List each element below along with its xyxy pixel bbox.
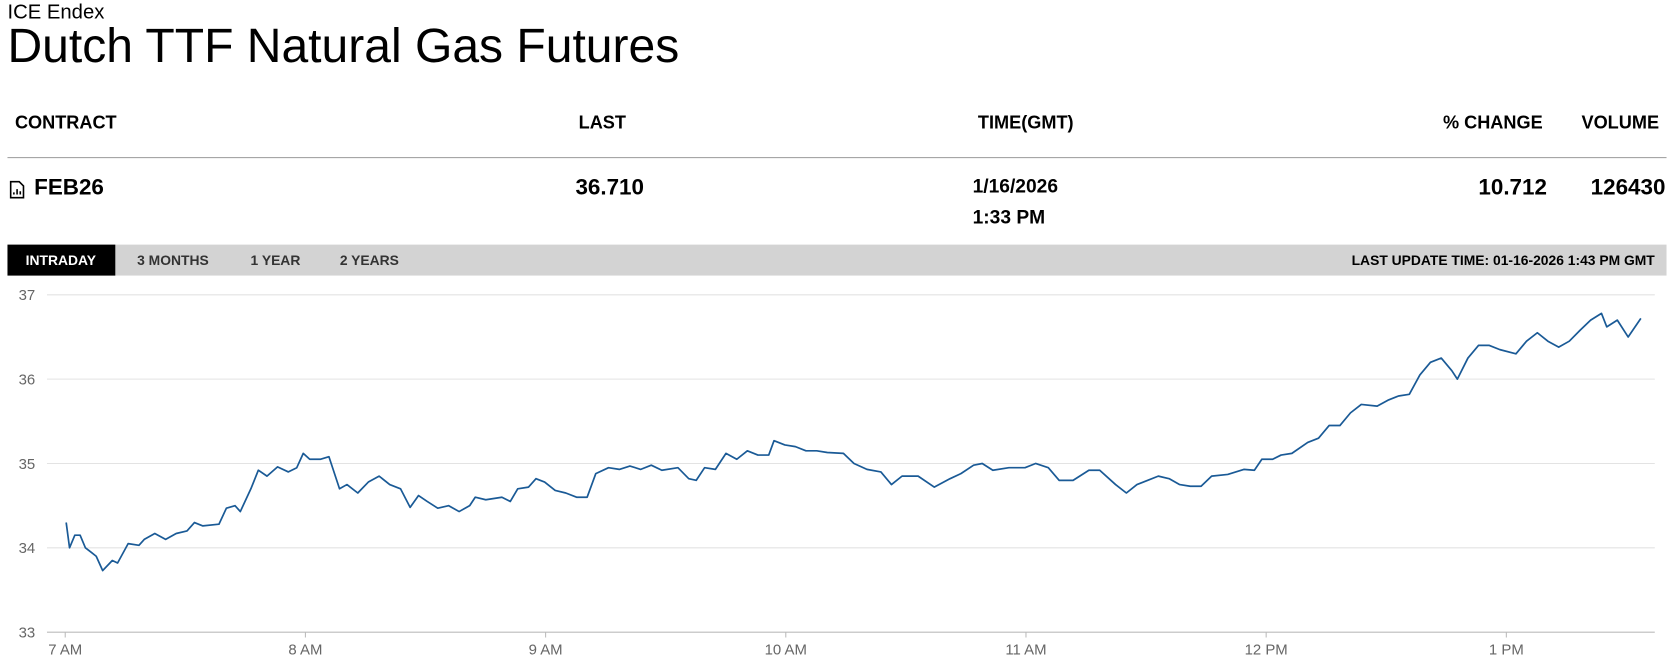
chart: 33 34 35 36 37 7 AM 8 AM 9 AM 10 AM 11 AM 12 PM 1 P…: [19, 287, 1655, 659]
column-header: % CHANGE: [1443, 112, 1543, 132]
y-tick-label: 33: [19, 625, 36, 642]
time: 1:33 PM: [973, 207, 1046, 228]
column-header: LAST: [579, 112, 626, 132]
x-tick-label: 12 PM: [1245, 642, 1288, 659]
last-update: LAST UPDATE TIME: 01-16-2026 1:43 PM GMT: [1352, 252, 1656, 268]
price-line: [65, 312, 1642, 572]
x-tick-label: 10 AM: [765, 642, 807, 659]
tab-bar: [7, 244, 1667, 276]
tab[interactable]: 3 MONTHS: [137, 252, 209, 268]
column-header: CONTRACT: [15, 112, 117, 132]
volume: 126430: [1591, 174, 1666, 199]
y-tick-label: 36: [19, 371, 36, 388]
column-header: TIME(GMT): [978, 112, 1074, 132]
y-tick-label: 34: [19, 540, 36, 557]
active-tab[interactable]: [7, 244, 116, 276]
y-tick-label: 37: [19, 287, 36, 304]
tab[interactable]: INTRADAY: [26, 252, 97, 268]
last-price: 36.710: [575, 174, 644, 199]
date: 1/16/2026: [973, 176, 1058, 197]
tab[interactable]: 1 YEAR: [251, 252, 301, 268]
exchange: ICE Endex: [7, 1, 104, 23]
tab[interactable]: 2 YEARS: [340, 252, 399, 268]
x-tick-label: 7 AM: [48, 642, 82, 659]
percent-change: 10.712: [1478, 174, 1547, 199]
y-tick-label: 35: [19, 456, 36, 473]
contract[interactable]: FEB26: [34, 174, 104, 199]
x-tick-label: 1 PM: [1489, 642, 1524, 659]
document-icon: [9, 180, 25, 199]
x-tick-label: 9 AM: [529, 642, 563, 659]
page-title: Dutch TTF Natural Gas Futures: [7, 20, 679, 73]
x-tick-label: 11 AM: [1005, 642, 1046, 659]
column-header: VOLUME: [1582, 112, 1660, 132]
x-tick-label: 8 AM: [288, 642, 322, 659]
